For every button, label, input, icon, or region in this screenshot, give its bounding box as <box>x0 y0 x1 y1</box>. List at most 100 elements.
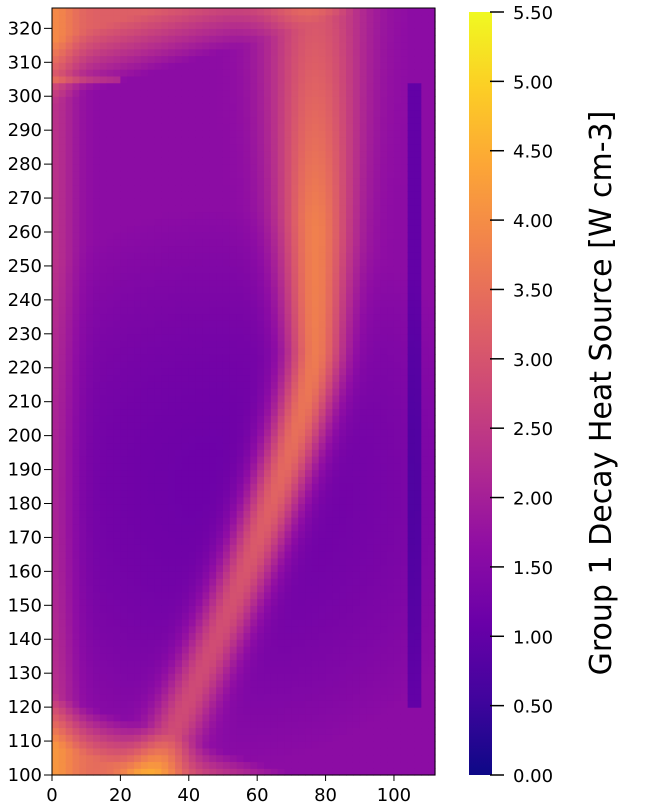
heatmap-cell <box>195 143 204 152</box>
heatmap-cell <box>58 741 67 749</box>
heatmap-cell <box>250 123 258 131</box>
heatmap-cell <box>284 320 292 328</box>
heatmap-cell <box>277 476 286 484</box>
heatmap-cell <box>222 191 231 199</box>
heatmap-cell <box>264 551 272 559</box>
heatmap-cell <box>72 62 80 70</box>
heatmap-cell <box>58 666 67 674</box>
heatmap-cell <box>339 747 347 756</box>
heatmap-cell <box>99 544 108 552</box>
heatmap-cell <box>229 103 238 111</box>
heatmap-cell <box>79 510 87 518</box>
heatmap-cell <box>127 707 135 715</box>
heatmap-cell <box>134 462 142 471</box>
heatmap-cell <box>305 374 313 382</box>
heatmap-cell <box>250 14 258 23</box>
heatmap-cell <box>99 327 108 335</box>
heatmap-cell <box>209 734 217 742</box>
heatmap-cell <box>202 591 210 600</box>
heatmap-cell <box>305 517 313 525</box>
heatmap-cell <box>229 523 238 532</box>
heatmap-cell <box>229 707 238 715</box>
heatmap-cell <box>113 374 121 382</box>
heatmap-cell <box>195 455 204 464</box>
heatmap-cell <box>134 55 142 63</box>
heatmap-cell <box>216 41 224 50</box>
heatmap-cell <box>332 666 340 674</box>
heatmap-cell <box>209 75 217 84</box>
heatmap-cell <box>79 700 87 708</box>
heatmap-cell <box>339 103 347 111</box>
heatmap-cell <box>161 14 169 23</box>
heatmap-cell <box>311 646 320 654</box>
heatmap-cell <box>284 632 292 640</box>
heatmap-cell <box>270 41 279 50</box>
heatmap-cell <box>270 231 279 240</box>
heatmap-cell <box>339 591 347 600</box>
heatmap-cell <box>154 14 163 23</box>
heatmap-cell <box>325 14 334 23</box>
heatmap-cell <box>168 632 176 640</box>
heatmap-cell <box>352 679 361 688</box>
heatmap-cell <box>264 103 272 111</box>
heatmap-cell <box>195 428 204 437</box>
heatmap-cell <box>270 679 279 688</box>
heatmap-cell <box>209 279 217 287</box>
heatmap-cell <box>257 510 265 518</box>
heatmap-cell <box>318 557 327 566</box>
heatmap-cell <box>147 530 156 539</box>
heatmap-cell <box>188 707 197 715</box>
heatmap-cell <box>250 225 258 233</box>
heatmap-cell <box>209 571 217 579</box>
heatmap-cell <box>277 679 286 688</box>
heatmap-cell <box>311 442 320 450</box>
heatmap-cell <box>106 96 115 104</box>
heatmap-cell <box>86 48 94 57</box>
heatmap-cell <box>229 28 238 36</box>
heatmap-cell <box>305 360 313 369</box>
heatmap-cell <box>216 591 224 600</box>
heatmap-cell <box>270 130 279 138</box>
heatmap-cell <box>346 130 354 138</box>
heatmap-cell <box>175 754 183 763</box>
heatmap-cell <box>284 367 292 376</box>
heatmap-cell <box>147 408 156 416</box>
heatmap-cell <box>195 741 204 749</box>
heatmap-cell <box>175 523 183 532</box>
heatmap-cell <box>236 367 245 376</box>
heatmap-cell <box>188 476 197 484</box>
heatmap-cell <box>181 374 190 382</box>
heatmap-cell <box>352 659 361 667</box>
heatmap-cell <box>257 612 265 620</box>
heatmap-cell <box>325 252 334 260</box>
heatmap-cell <box>257 551 265 559</box>
heatmap-cell <box>58 394 67 403</box>
heatmap-cell <box>79 8 87 16</box>
heatmap-cell <box>243 557 251 566</box>
heatmap-cell <box>127 435 135 444</box>
heatmap-cell <box>332 537 340 545</box>
heatmap-cell <box>298 401 306 410</box>
heatmap-cell <box>86 177 94 186</box>
heatmap-cell <box>325 422 334 430</box>
heatmap-cell <box>243 21 251 29</box>
heatmap-cell <box>106 761 115 769</box>
heatmap-cell <box>175 143 183 152</box>
heatmap-cell <box>72 768 80 776</box>
heatmap-cell <box>65 557 74 566</box>
heatmap-cell <box>291 293 299 301</box>
heatmap-cell <box>339 727 347 735</box>
heatmap-cell <box>120 279 128 287</box>
heatmap-cell <box>270 693 279 701</box>
heatmap-cell <box>58 75 67 84</box>
heatmap-cell <box>250 727 258 735</box>
heatmap-cell <box>209 693 217 701</box>
heatmap-cell <box>134 422 142 430</box>
heatmap-cell <box>202 96 210 104</box>
heatmap-cell <box>222 143 231 152</box>
heatmap-cell <box>202 164 210 172</box>
heatmap-cell <box>202 503 210 511</box>
heatmap-cell <box>257 21 265 29</box>
heatmap-cell <box>52 537 60 545</box>
heatmap-cell <box>222 48 231 57</box>
